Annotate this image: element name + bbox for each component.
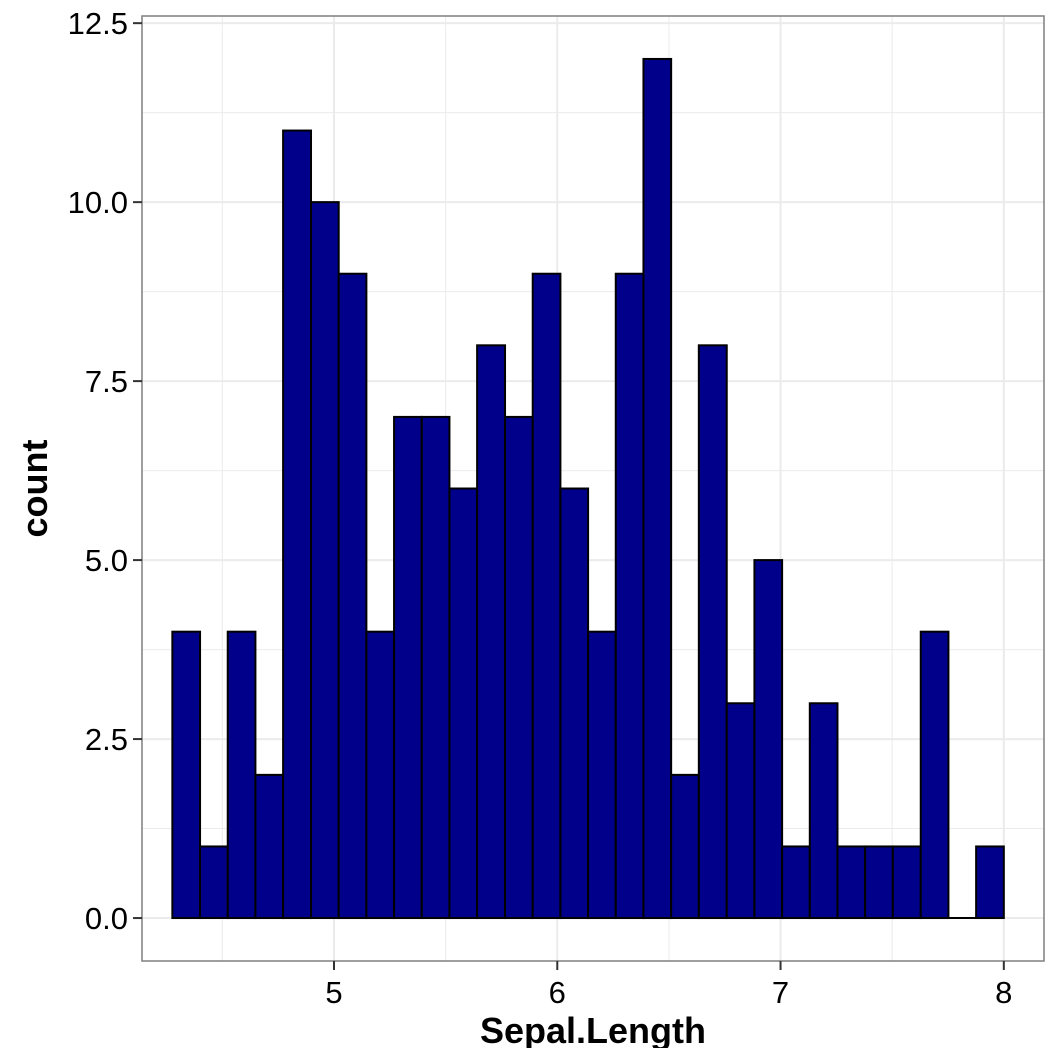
y-tick-label: 5.0 <box>85 543 128 578</box>
y-tick-label: 0.0 <box>85 901 128 936</box>
histogram-bar <box>754 560 782 918</box>
histogram-bar <box>560 489 588 919</box>
histogram-bar <box>200 846 228 918</box>
y-axis-title: count <box>14 440 55 538</box>
histogram-bar <box>921 632 949 918</box>
histogram-bar <box>505 417 533 918</box>
histogram-bar <box>893 846 921 918</box>
y-tick-label: 12.5 <box>68 6 128 41</box>
x-tick-label: 7 <box>772 975 789 1010</box>
histogram-bar <box>976 846 1004 918</box>
x-tick-label: 6 <box>549 975 566 1010</box>
histogram-bar <box>782 846 810 918</box>
histogram-bar <box>449 489 477 919</box>
histogram-bar <box>255 775 283 918</box>
histogram-bar <box>616 274 644 918</box>
y-axis-ticks: 0.0 2.5 5.0 7.5 10.0 12.5 <box>68 6 142 936</box>
histogram-bar <box>394 417 422 918</box>
histogram-bar <box>727 703 755 918</box>
histogram-bar <box>865 846 893 918</box>
histogram-bar <box>228 632 256 918</box>
x-axis-ticks: 5 6 7 8 <box>325 961 1012 1010</box>
y-tick-label: 10.0 <box>68 185 128 220</box>
histogram-bar <box>477 345 505 918</box>
histogram-bar <box>588 632 616 918</box>
histogram-bar <box>810 703 838 918</box>
histogram-bar <box>533 274 561 918</box>
histogram-bar <box>422 417 450 918</box>
histogram-bar <box>311 202 339 918</box>
histogram-bar <box>671 775 699 918</box>
histogram-bar <box>643 59 671 918</box>
histogram-bar <box>339 274 367 918</box>
histogram-bar <box>172 632 200 918</box>
x-tick-label: 8 <box>995 975 1012 1010</box>
x-tick-label: 5 <box>325 975 342 1010</box>
y-tick-label: 7.5 <box>85 364 128 399</box>
x-axis-title: Sepal.Length <box>480 1010 706 1048</box>
y-tick-label: 2.5 <box>85 722 128 757</box>
histogram-bars <box>172 59 1003 918</box>
histogram-bar <box>837 846 865 918</box>
histogram-bar <box>283 131 311 919</box>
histogram-bar <box>366 632 394 918</box>
histogram-bar <box>699 345 727 918</box>
